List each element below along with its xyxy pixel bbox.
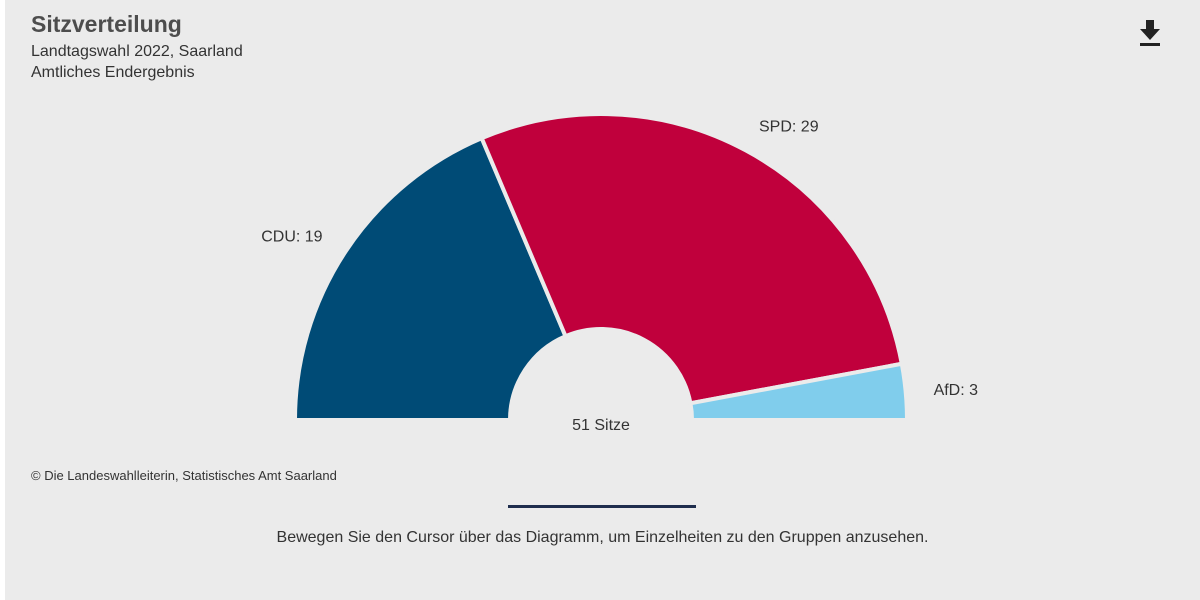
hover-hint: Bewegen Sie den Cursor über das Diagramm… (276, 529, 929, 546)
slice-label-cdu: CDU: 19 (261, 229, 322, 246)
slice-afd[interactable] (688, 361, 910, 422)
seat-distribution-chart[interactable]: CDU: 19 SPD: 29 AfD: 3 51 Sitze (5, 0, 1200, 460)
slice-cdu[interactable] (292, 135, 569, 422)
slice-label-spd: SPD: 29 (759, 119, 819, 136)
divider (508, 505, 696, 508)
chart-subtitle-status: Amtliches Endergebnis (31, 64, 195, 81)
slice-label-afd: AfD: 3 (934, 382, 979, 399)
source-credit: © Die Landeswahlleiterin, Statistisches … (31, 468, 337, 483)
download-button[interactable] (1135, 16, 1165, 50)
download-icon (1140, 20, 1160, 46)
chart-panel: Sitzverteilung Landtagswahl 2022, Saarla… (5, 0, 1200, 600)
center-label-total-seats: 51 Sitze (572, 417, 630, 434)
chart-title: Sitzverteilung (31, 11, 182, 37)
chart-subtitle-election: Landtagswahl 2022, Saarland (31, 43, 243, 60)
slice-spd[interactable] (479, 112, 905, 406)
